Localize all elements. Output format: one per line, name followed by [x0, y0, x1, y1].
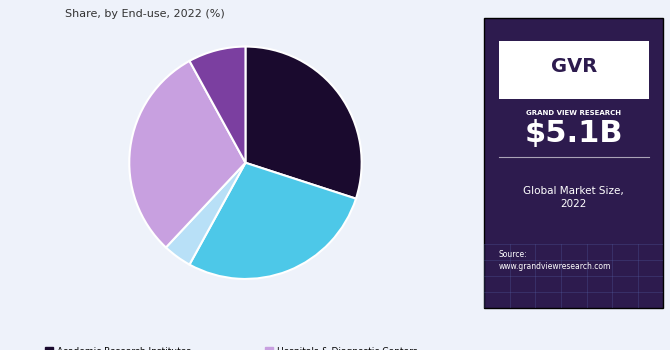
Legend: Academic Research Institutes, Pharmaceutical & Biotechnology Companies, Contract: Academic Research Institutes, Pharmaceut…: [41, 343, 421, 350]
Text: Global Market Size,
2022: Global Market Size, 2022: [523, 186, 624, 209]
Text: GVR: GVR: [551, 57, 597, 76]
Text: Share, by End-use, 2022 (%): Share, by End-use, 2022 (%): [66, 9, 225, 19]
FancyBboxPatch shape: [484, 18, 663, 308]
Wedge shape: [190, 47, 245, 163]
Wedge shape: [129, 61, 245, 247]
Text: GRAND VIEW RESEARCH: GRAND VIEW RESEARCH: [526, 111, 621, 117]
FancyBboxPatch shape: [498, 41, 649, 99]
Text: $5.1B: $5.1B: [525, 119, 623, 148]
Wedge shape: [166, 163, 245, 265]
Wedge shape: [190, 163, 356, 279]
Wedge shape: [245, 47, 362, 199]
Text: Source:
www.grandviewresearch.com: Source: www.grandviewresearch.com: [498, 250, 611, 271]
